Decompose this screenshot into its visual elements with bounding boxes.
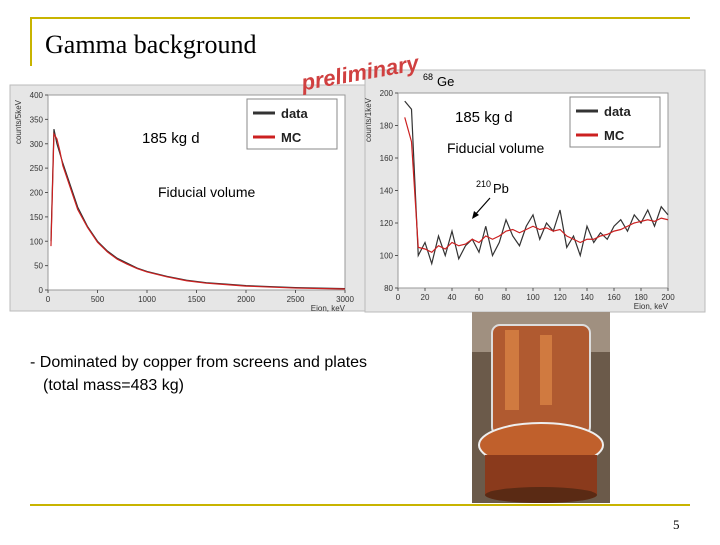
y-tick-label: 400 [30,91,44,100]
x-tick-label: 3000 [336,295,354,304]
x-tick-label: 40 [448,293,457,302]
x-tick-label: 0 [396,293,401,302]
y-tick-label: 200 [380,89,394,98]
annotation-sup: 68 [423,72,433,82]
y-tick-label: 120 [380,219,394,228]
annotation: 185 kg d [142,130,200,147]
slide-title: Gamma background [45,30,257,59]
x-tick-label: 140 [580,293,594,302]
x-tick-label: 0 [46,295,51,304]
annotation: Fiducial volume [158,184,255,200]
legend-box [246,98,338,150]
y-tick-label: 50 [34,262,43,271]
legend-label: data [604,104,632,119]
x-tick-label: 2000 [237,295,255,304]
annotation: 185 kg d [455,109,513,126]
y-tick-label: 180 [380,122,394,131]
legend-label: MC [604,128,625,143]
annotation: Fiducial volume [447,140,544,156]
x-tick-label: 2500 [287,295,305,304]
x-axis-label: Eion, keV [634,302,669,311]
y-tick-label: 300 [30,140,44,149]
chart: 80 100 120 140 160 180 200 0 20 40 60 80 100 120 140 16… [364,89,675,311]
chart: 0 50 100 150 200 250 300 350 400 0 500 1000 1500 2000… [14,91,354,313]
y-axis-label: counts/1keV [364,97,373,142]
y-tick-label: 100 [30,237,44,246]
arrow-head [472,211,479,219]
page-number: 5 [673,517,680,532]
x-tick-label: 1500 [188,295,206,304]
y-tick-label: 350 [30,115,44,124]
legend-label: data [281,106,309,121]
photo [472,312,610,503]
legend-box [569,96,661,148]
x-tick-label: 80 [502,293,511,302]
data-line [50,131,346,290]
x-tick-label: 180 [634,293,648,302]
y-tick-label: 0 [39,286,44,295]
x-tick-label: 200 [661,293,675,302]
annotation: Ge [437,74,454,89]
legend-label: MC [281,130,302,145]
bullet-text: - Dominated by copper from screens and p… [30,354,367,371]
y-tick-label: 100 [380,252,394,261]
y-tick-label: 200 [30,189,44,198]
y-tick-label: 250 [30,164,44,173]
x-tick-label: 100 [526,293,540,302]
data-line [404,117,669,253]
y-tick-label: 150 [30,213,44,222]
y-tick-label: 80 [384,284,393,293]
annotation-sup: 210 [476,179,491,189]
annotation: Pb [493,181,509,196]
x-tick-label: 60 [475,293,484,302]
x-axis-label: Eion, keV [311,304,346,313]
y-axis-label: counts/5keV [14,99,23,144]
data-line [404,100,669,266]
bullet-text: (total mass=483 kg) [43,377,184,394]
x-tick-label: 500 [91,295,105,304]
x-tick-label: 160 [607,293,621,302]
x-tick-label: 120 [553,293,567,302]
arrow [473,197,491,217]
y-tick-label: 140 [380,187,394,196]
y-tick-label: 160 [380,154,394,163]
x-tick-label: 20 [421,293,430,302]
x-tick-label: 1000 [138,295,156,304]
